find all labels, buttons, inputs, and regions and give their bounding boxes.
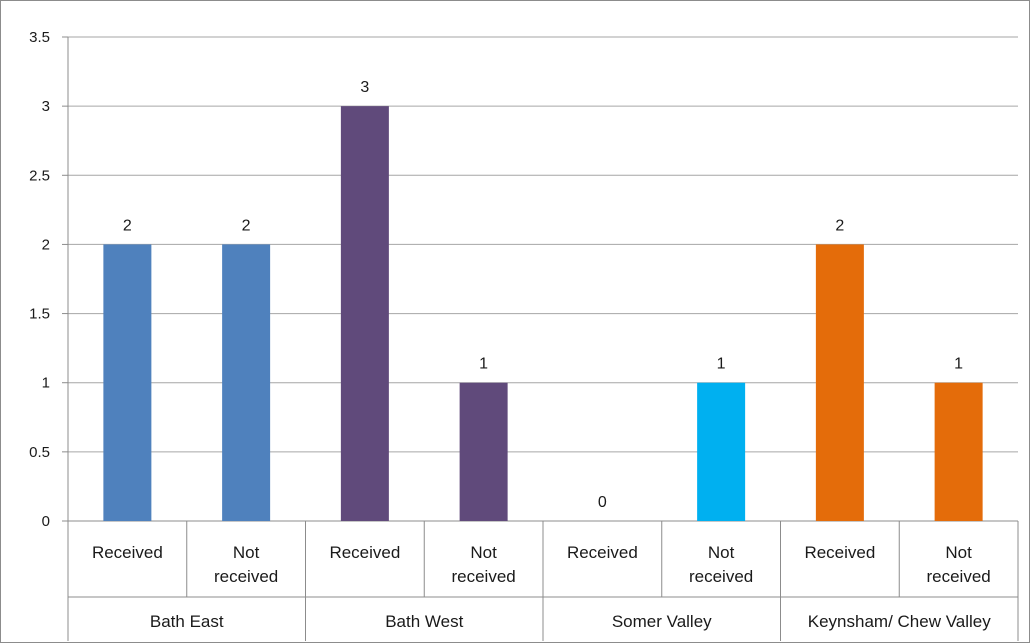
- category-label: Not received: [451, 543, 515, 586]
- data-label: 0: [598, 494, 607, 511]
- category-label: Received: [329, 543, 400, 562]
- category-label: Not received: [214, 543, 278, 586]
- category-label: Received: [92, 543, 163, 562]
- bar: [340, 106, 389, 522]
- data-labels: 2 2 3 1 0 1 2 1: [123, 79, 963, 511]
- bars: [103, 106, 983, 522]
- data-label: 2: [123, 217, 132, 234]
- bar: [934, 382, 983, 521]
- data-label: 1: [954, 356, 963, 373]
- group-label: Bath East: [150, 612, 224, 631]
- group-label: Bath West: [385, 612, 463, 631]
- y-tick-label: 1: [42, 375, 50, 392]
- y-tick-label: 0.5: [29, 444, 50, 461]
- y-tick-label: 2: [42, 236, 50, 253]
- data-label: 3: [360, 79, 369, 96]
- gridlines: [68, 36, 1018, 453]
- category-axis: Received Not received Bath East Received Not r…: [68, 521, 1019, 641]
- y-tick-label: 3: [42, 98, 50, 115]
- bar: [815, 244, 864, 521]
- y-tick-label: 0: [42, 513, 50, 530]
- data-label: 1: [479, 356, 488, 373]
- y-tick-label: 1.5: [29, 306, 50, 323]
- category-label: Received: [804, 543, 875, 562]
- bar: [459, 382, 508, 521]
- y-tick-label: 2.5: [29, 167, 50, 184]
- bar: [222, 244, 271, 521]
- category-label: Not received: [689, 543, 753, 586]
- group-label: Keynsham/ Chew Valley: [808, 612, 991, 631]
- category-label: Not received: [926, 543, 990, 586]
- data-label: 1: [717, 356, 726, 373]
- bar: [697, 382, 746, 521]
- category-label: Received: [567, 543, 638, 562]
- group-label: Somer Valley: [612, 612, 712, 631]
- y-tick-label: 3.5: [29, 29, 50, 46]
- data-label: 2: [242, 217, 251, 234]
- data-label: 2: [835, 217, 844, 234]
- bar: [103, 244, 152, 521]
